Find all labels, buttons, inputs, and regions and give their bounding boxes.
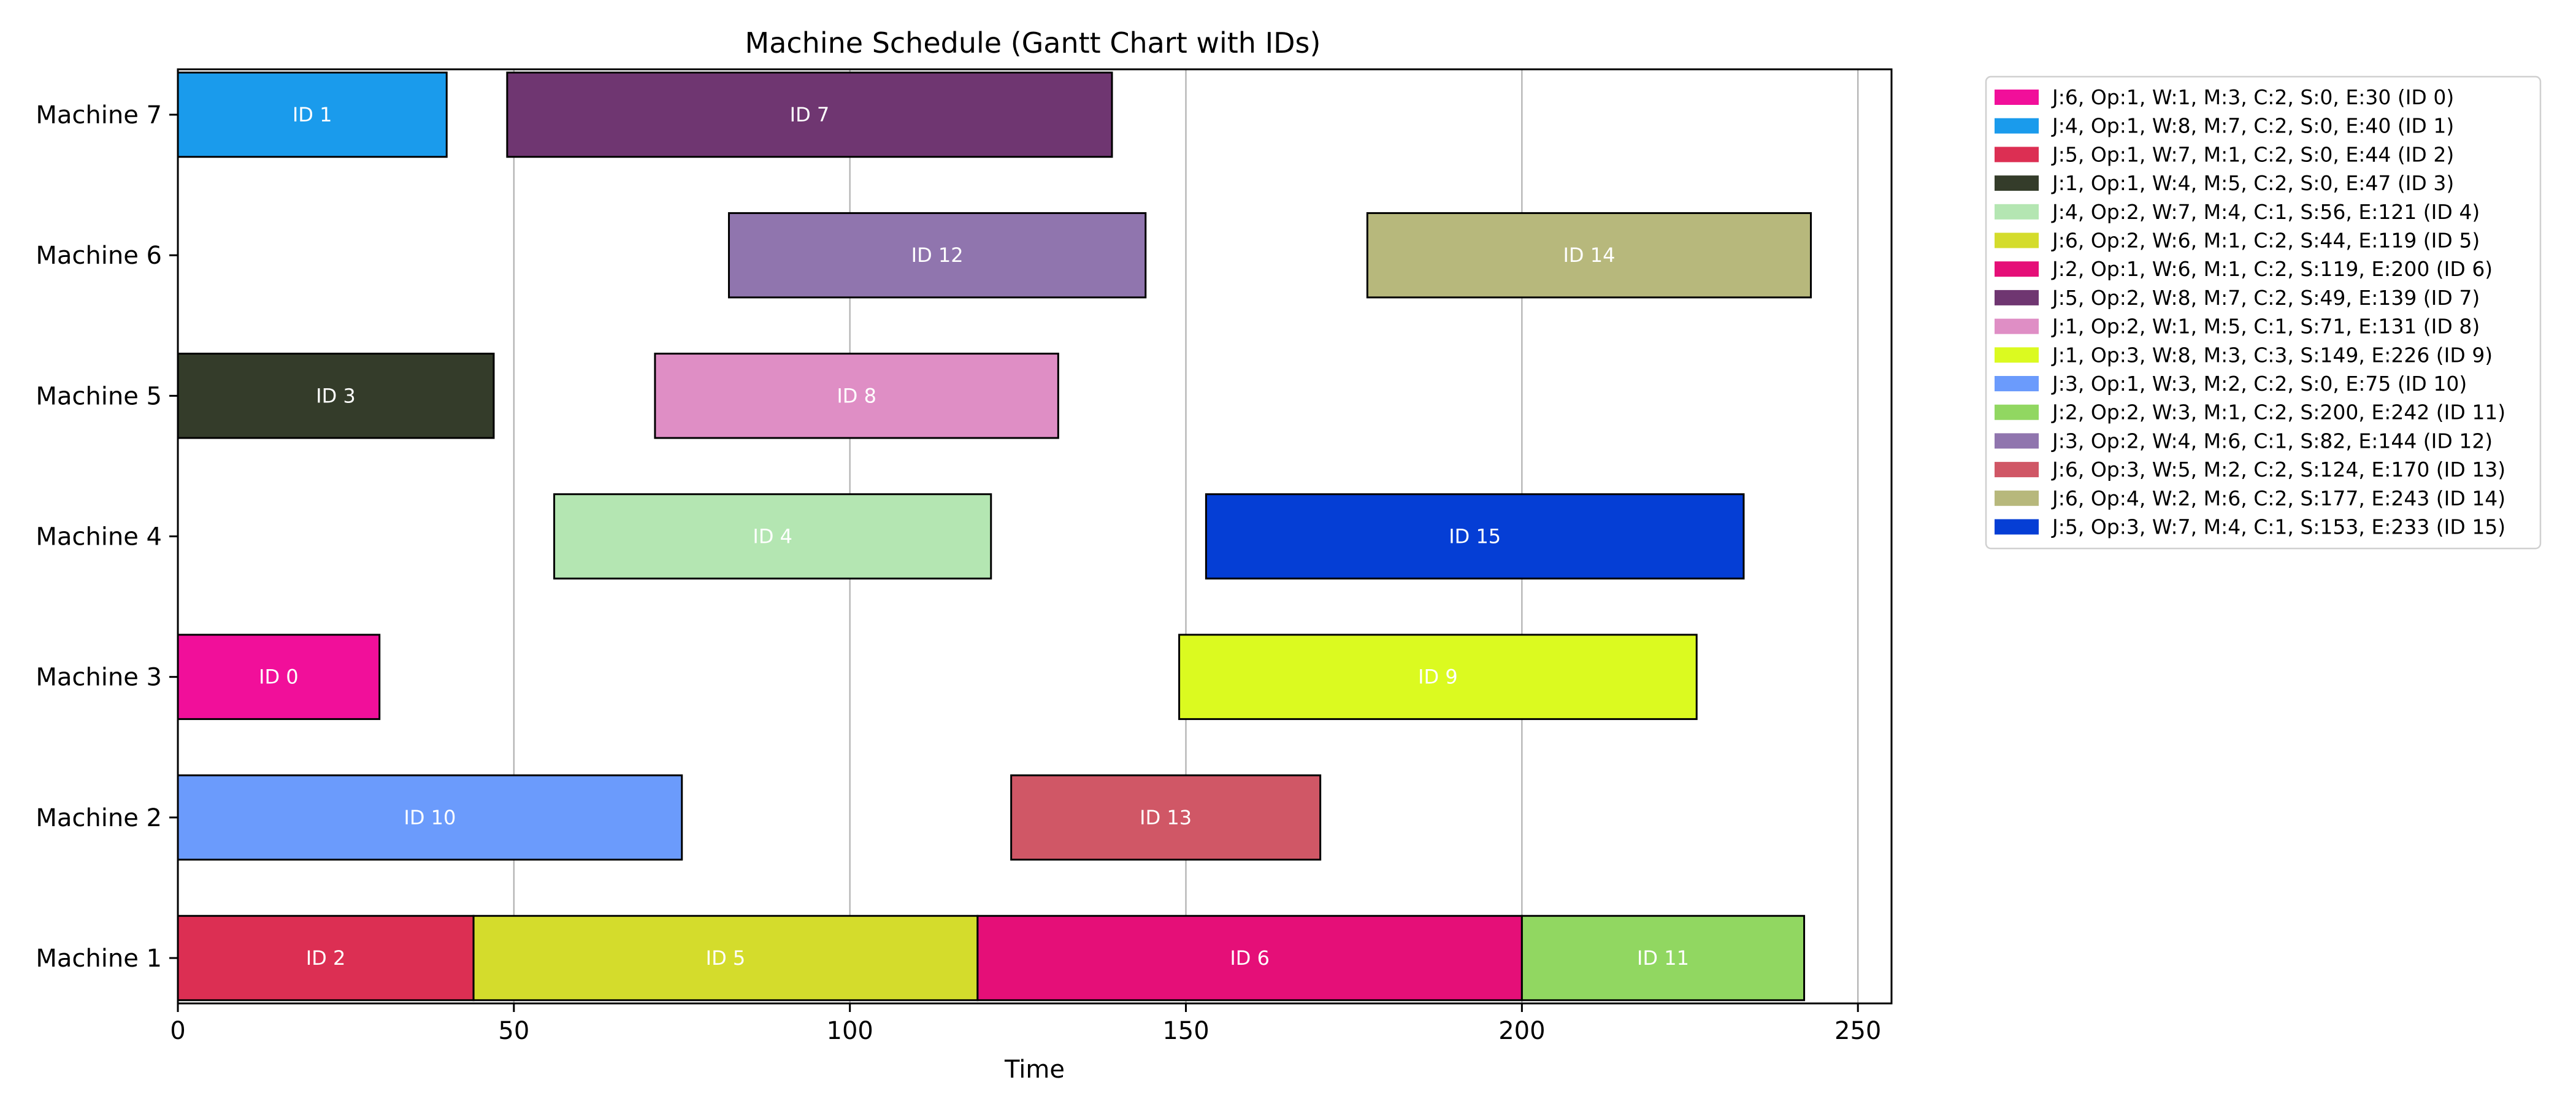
legend-entry-id-10: J:3, Op:1, W:3, M:2, C:2, S:0, E:75 (ID … <box>2051 372 2467 396</box>
legend-swatch-id-10 <box>1995 376 2039 391</box>
legend-swatch-id-0 <box>1995 90 2039 105</box>
bar-id-14 <box>1366 212 1812 299</box>
legend-swatch-id-4 <box>1995 204 2039 220</box>
y-tick-label: Machine 5 <box>36 382 162 410</box>
legend-swatch-id-12 <box>1995 433 2039 449</box>
y-tick-label: Machine 3 <box>36 664 162 692</box>
bars: ID 0 ID 1 ID 2 ID 3 ID 4 ID 5 ID 6 ID 7 ID 8 ID 9… <box>177 71 1812 1002</box>
y-axis: Machine 1 Machine 2 Machine 3 Machine 4 Mach… <box>36 101 178 973</box>
legend-entry-id-2: J:5, Op:1, W:7, M:1, C:2, S:0, E:44 (ID … <box>2051 142 2454 166</box>
legend-box <box>1985 75 2542 550</box>
bar-label-id-15: ID 15 <box>1449 525 1501 548</box>
legend-swatch-id-1 <box>1995 118 2039 134</box>
legend-entry-id-9: J:1, Op:3, W:8, M:3, C:3, S:149, E:226 (… <box>2051 343 2493 367</box>
bar-label-id-0: ID 0 <box>259 665 299 689</box>
legend-swatch-id-15 <box>1995 519 2039 535</box>
legend-entry-id-5: J:6, Op:2, W:6, M:1, C:2, S:44, E:119 (I… <box>2051 229 2480 253</box>
bar-id-7 <box>506 71 1113 158</box>
legend-entry-id-3: J:1, Op:1, W:4, M:5, C:2, S:0, E:47 (ID … <box>2051 171 2454 195</box>
chart-title: Machine Schedule (Gantt Chart with IDs) <box>745 26 1321 59</box>
bar-id-5 <box>472 914 979 1002</box>
x-tick-label: 250 <box>1834 1017 1881 1045</box>
bar-label-id-4: ID 4 <box>753 525 792 548</box>
bar-label-id-3: ID 3 <box>316 384 356 407</box>
legend-swatch-id-14 <box>1995 490 2039 506</box>
x-tick-label: 50 <box>498 1017 529 1045</box>
x-tick-label: 100 <box>827 1017 873 1045</box>
legend-entry-id-0: J:6, Op:1, W:1, M:3, C:2, S:0, E:30 (ID … <box>2051 85 2454 109</box>
bar-label-id-11: ID 11 <box>1637 946 1689 970</box>
bar-label-id-1: ID 1 <box>293 103 332 126</box>
y-tick-label: Machine 4 <box>36 523 162 551</box>
x-tick-label: 150 <box>1162 1017 1209 1045</box>
bar-id-13 <box>1010 774 1322 861</box>
legend-entry-id-1: J:4, Op:1, W:8, M:7, C:2, S:0, E:40 (ID … <box>2051 114 2454 138</box>
bar-label-id-12: ID 12 <box>911 243 964 267</box>
bar-label-id-10: ID 10 <box>404 806 456 829</box>
bar-label-id-9: ID 9 <box>1418 665 1458 689</box>
legend-swatch-id-3 <box>1995 175 2039 191</box>
bar-id-12 <box>727 212 1147 299</box>
legend-entry-id-6: J:2, Op:1, W:6, M:1, C:2, S:119, E:200 (… <box>2051 257 2493 281</box>
bar-id-15 <box>1205 493 1745 580</box>
y-tick-label: Machine 7 <box>36 101 162 129</box>
legend-entry-id-7: J:5, Op:2, W:8, M:7, C:2, S:49, E:139 (I… <box>2051 286 2480 310</box>
legend-swatch-id-8 <box>1995 318 2039 334</box>
bar-id-0 <box>177 634 381 720</box>
x-tick-label: 0 <box>170 1017 185 1045</box>
legend: J:6, Op:1, W:1, M:3, C:2, S:0, E:30 (ID … <box>1985 75 2542 550</box>
x-axis-label: Time <box>1004 1056 1065 1084</box>
legend-swatch-id-5 <box>1995 232 2039 248</box>
x-axis: 0 50 100 150 200 250 <box>170 1003 1881 1045</box>
bar-label-id-2: ID 2 <box>306 946 346 970</box>
bar-label-id-13: ID 13 <box>1140 806 1192 829</box>
bar-id-11 <box>1520 914 1806 1002</box>
legend-entry-id-8: J:1, Op:2, W:1, M:5, C:1, S:71, E:131 (I… <box>2051 315 2480 339</box>
bar-id-6 <box>976 914 1523 1002</box>
bar-label-id-14: ID 14 <box>1563 243 1615 267</box>
y-tick-label: Machine 1 <box>36 945 162 973</box>
x-tick-label: 200 <box>1498 1017 1545 1045</box>
y-tick-label: Machine 2 <box>36 804 162 832</box>
bar-label-id-7: ID 7 <box>790 103 830 126</box>
bar-label-id-6: ID 6 <box>1230 946 1270 970</box>
y-tick-label: Machine 6 <box>36 242 162 270</box>
legend-entry-id-12: J:3, Op:2, W:4, M:6, C:1, S:82, E:144 (I… <box>2051 429 2493 453</box>
bar-id-3 <box>177 353 495 439</box>
bar-id-4 <box>553 493 992 580</box>
legend-swatch-id-9 <box>1995 347 2039 363</box>
bar-label-id-5: ID 5 <box>706 946 746 970</box>
legend-swatch-id-11 <box>1995 404 2039 420</box>
legend-swatch-id-7 <box>1995 289 2039 305</box>
bar-label-id-8: ID 8 <box>837 384 876 407</box>
bar-id-8 <box>654 353 1059 439</box>
legend-entry-id-11: J:2, Op:2, W:3, M:1, C:2, S:200, E:242 (… <box>2051 401 2505 424</box>
legend-entry-id-14: J:6, Op:4, W:2, M:6, C:2, S:177, E:243 (… <box>2051 486 2505 510</box>
bar-id-9 <box>1178 634 1698 720</box>
legend-entry-id-15: J:5, Op:3, W:7, M:4, C:1, S:153, E:233 (… <box>2051 515 2505 539</box>
legend-swatch-id-2 <box>1995 147 2039 163</box>
bar-id-10 <box>177 774 683 861</box>
legend-swatch-id-13 <box>1995 462 2039 478</box>
legend-entry-id-13: J:6, Op:3, W:5, M:2, C:2, S:124, E:170 (… <box>2051 458 2505 481</box>
legend-swatch-id-6 <box>1995 261 2039 277</box>
legend-entry-id-4: J:4, Op:2, W:7, M:4, C:1, S:56, E:121 (I… <box>2051 200 2480 224</box>
